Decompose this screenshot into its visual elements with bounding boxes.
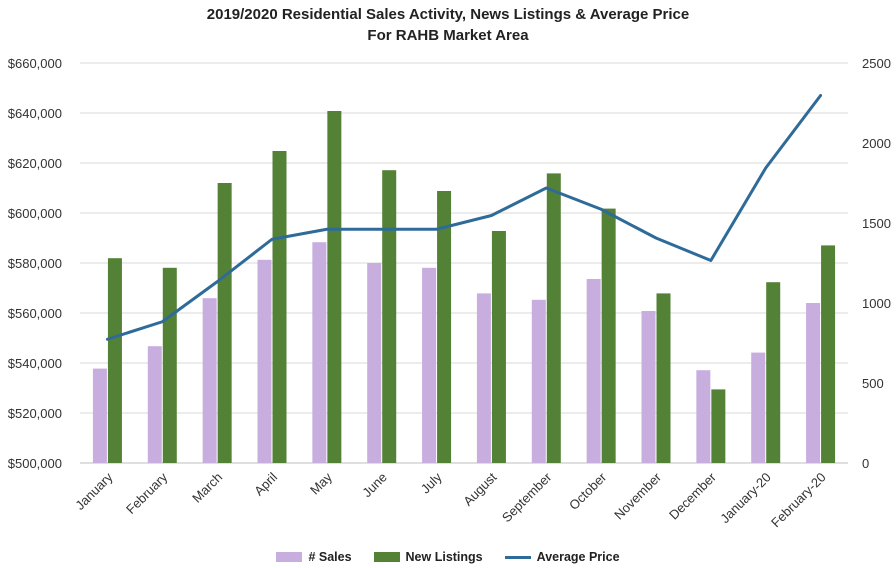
new-listings-bar [656,293,671,463]
new-listings-bar [601,208,616,463]
sales-bar [147,346,162,463]
x-tick-label: May [307,469,335,497]
new-listings-bar [711,389,726,463]
sales-bar [806,303,821,463]
sales-bar [312,242,327,463]
y-right-tick-label: 500 [862,376,884,391]
y-right-tick-label: 0 [862,456,869,471]
y-right-tick-label: 1000 [862,296,891,311]
chart-title: 2019/2020 Residential Sales Activity, Ne… [206,6,690,23]
sales-bar [422,267,437,463]
legend-item-new-listings: New Listings [373,550,483,564]
average-price-line [105,94,823,341]
y-right-tick-label: 2000 [862,136,891,151]
sales-bar [367,263,382,463]
y-left-tick-label: $640,000 [8,106,62,121]
y-left-tick-label: $580,000 [8,256,62,271]
y-left-tick-label: $500,000 [8,456,62,471]
y-right-tick-label: 2500 [862,56,891,71]
chart-subtitle: For RAHB Market Area [367,27,529,44]
new-listings-bar [162,267,177,463]
new-listings-bar [327,111,342,463]
new-listings-bar [766,282,781,463]
sales-bar [751,352,766,463]
legend-swatch-average-price [504,555,531,559]
y-right-tick-label: 1500 [862,216,891,231]
sales-bar [476,293,491,463]
x-tick-label: June [359,470,390,501]
y-left-tick-label: $560,000 [8,306,62,321]
legend-label-sales: # Sales [308,550,352,564]
y-left-tick-label: $660,000 [8,56,62,71]
y-left-tick-label: $520,000 [8,406,62,421]
new-listings-bar [546,173,561,463]
new-listings-bar [107,258,122,463]
legend-swatch-new-listings [373,552,400,562]
new-listings-bar [217,183,232,463]
sales-bar [92,368,107,463]
legend-label-new-listings: New Listings [405,550,483,564]
x-tick-label: October [566,469,610,513]
x-tick-label: August [460,469,499,508]
sales-bar [586,279,601,463]
x-tick-label: April [251,469,280,498]
y-left-tick-label: $540,000 [8,356,62,371]
x-tick-label: March [189,470,225,506]
sales-bar [531,299,546,463]
x-tick-label: November [611,469,664,522]
x-tick-label: February [123,469,171,517]
legend-label-average-price: Average Price [536,550,620,564]
sales-bar [641,311,656,463]
x-tick-label: December [666,469,719,522]
new-listings-bar [491,231,506,463]
legend-swatch-sales [276,552,303,562]
x-tick-label: January [72,469,116,513]
legend-item-sales: # Sales [276,550,352,564]
x-tick-label: July [418,469,445,496]
x-tick-label: September [499,469,555,525]
legend: # Sales New Listings Average Price [0,550,896,564]
new-listings-bar [382,170,397,463]
new-listings-bar [272,151,287,463]
y-left-tick-label: $600,000 [8,206,62,221]
sales-bar [257,259,272,463]
sales-bar [696,370,711,463]
sales-bar [202,298,217,463]
new-listings-bar [821,245,836,463]
y-left-tick-label: $620,000 [8,156,62,171]
x-tick-label: February-20 [768,470,829,531]
legend-item-average-price: Average Price [504,550,620,564]
new-listings-bar [437,191,452,463]
x-tick-label: January-20 [717,470,774,527]
